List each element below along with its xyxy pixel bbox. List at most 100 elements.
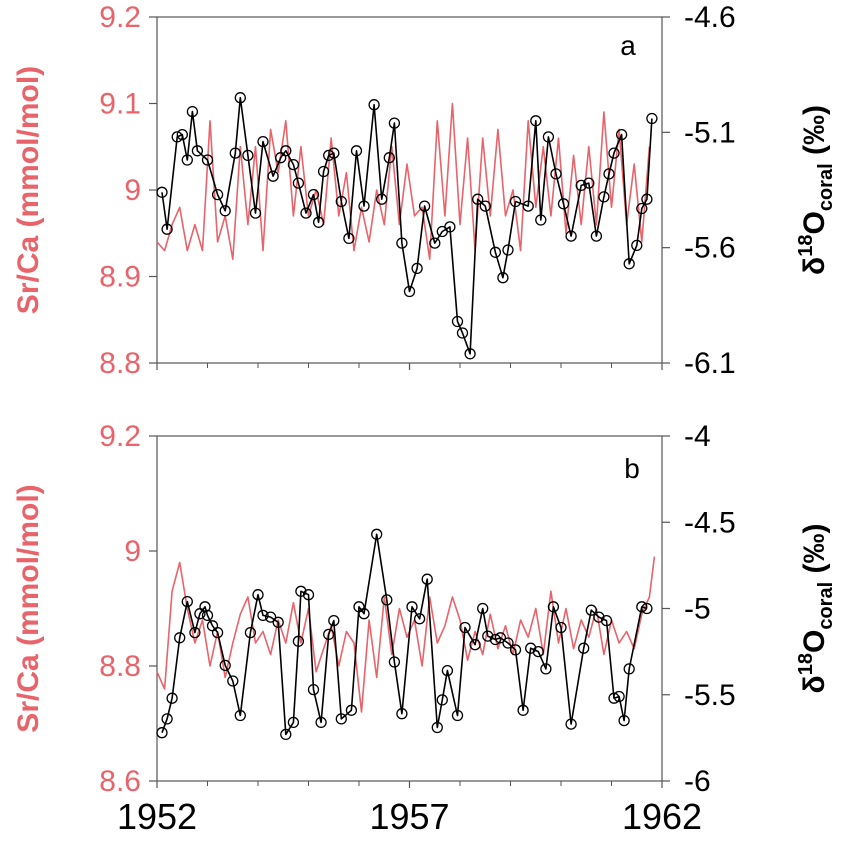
d18o-data-point [201,609,214,622]
d18o-data-point [176,128,188,141]
d18o-data-point [464,348,476,360]
d18o-data-point [532,645,544,658]
left-tick-label: 9 [124,535,141,568]
d18o-data-point [497,272,509,284]
d18o-data-point [186,105,199,118]
d18o-data-point [530,115,542,127]
d18o-data-point [421,573,433,585]
left-tick-label: 9.1 [99,88,141,121]
panel-letter: a [620,30,636,61]
d18o-data-point [267,170,279,182]
right-tick-label: -5 [684,593,711,626]
d18o-data-point [623,663,635,675]
d18o-data-point [335,713,347,725]
d18o-data-point [295,585,307,597]
d18o-data-point [489,633,502,646]
d18o-data-point [219,659,231,672]
d18o-data-point [189,626,201,639]
x-tick-label: 1957 [369,796,449,837]
d18o-data-point [249,207,262,219]
d18o-data-point [600,614,613,627]
d18o-data-point [227,675,239,687]
d18o-data-point [469,639,481,651]
d18o-data-point [335,195,347,208]
d18o-data-point [161,713,173,725]
d18o-data-point [234,92,246,104]
d18o-data-point [191,145,204,157]
d18o-data-point [431,721,443,734]
d18o-data-point [550,168,562,180]
d18o-data-point [547,601,560,613]
right-tick-label: -4.5 [684,506,736,539]
d18o-data-point [646,112,658,125]
d18o-data-point [535,214,547,226]
d18o-data-point [540,663,552,675]
d18o-data-point [418,200,431,212]
d18o-data-point [509,195,522,208]
d18o-data-point [323,149,335,162]
d18o-data-point [287,716,300,729]
d18o-data-point [280,145,292,157]
panel-a: 9.2 9.1 9 8.9 8.8 -4.6 -5.1 -5.6 -6.1 Sr/Ca (mmol… [12,1,837,380]
d18o-data-point [328,147,340,159]
d18o-data-point [565,230,577,242]
d18o-data-point [358,200,370,212]
left-axis-label: Sr/Ca (mmol/mol) [12,484,45,732]
d18o-data-point [307,683,320,696]
d18o-data-point [280,728,292,741]
d18o-data-point [494,632,507,644]
left-tick-label: 8.8 [99,347,141,380]
d18o-data-point [166,692,178,704]
d18o-data-point [343,232,355,245]
d18o-data-point [161,223,173,235]
left-tick-label: 9 [124,174,141,207]
d18o-data-point [608,692,620,704]
left-tick-label: 9.2 [99,420,141,453]
d18o-data-point [598,191,610,203]
d18o-data-point [388,117,401,129]
d18o-data-point [287,158,300,171]
d18o-data-point [525,642,537,654]
d18o-data-point [575,179,587,192]
d18o-series-line [161,96,653,355]
d18o-data-point [451,315,464,328]
right-tick-label: -4 [684,420,711,453]
d18o-data-point [181,154,193,166]
d18o-data-point [509,644,522,656]
right-tick-label: -5.5 [684,679,736,712]
d18o-data-point [436,694,448,706]
d18o-data-point [583,177,595,189]
d18o-data-point [234,709,246,722]
d18o-data-point [219,205,231,217]
d18o-data-point [211,626,224,639]
d18o-data-point [307,188,320,201]
left-tick-label: 8.6 [99,765,141,798]
left-tick-label: 9.2 [99,1,141,34]
d18o-data-point [477,602,489,615]
x-tick-label: 1952 [117,796,197,837]
d18o-data-point [459,621,471,634]
d18o-data-point [292,177,305,189]
d18o-data-point [444,221,456,233]
d18o-data-point [244,626,257,639]
d18o-data-point [302,589,315,601]
d18o-data-point [371,528,383,540]
d18o-data-point [317,165,330,178]
d18o-data-point [517,704,529,716]
d18o-data-point [585,604,597,616]
d18o-data-point [578,642,590,654]
panel-b: 9.2 9 8.8 8.6 -4 -4.5 -5 -5.5 -6 1952 1957 1962 Sr/C… [12,420,837,837]
d18o-data-point [171,131,183,143]
d18o-data-point [323,628,335,641]
d18o-data-point [608,147,620,159]
d18o-data-point [429,237,441,249]
d18o-data-point [590,230,603,242]
right-axis-label: δ18Ocoral (‰) [795,524,837,694]
d18o-data-point [292,635,305,647]
d18o-data-point [383,152,395,164]
d18o-data-point [403,285,416,298]
d18o-data-point [257,609,269,622]
d18o-data-point [413,613,426,625]
d18o-data-point [636,202,648,215]
